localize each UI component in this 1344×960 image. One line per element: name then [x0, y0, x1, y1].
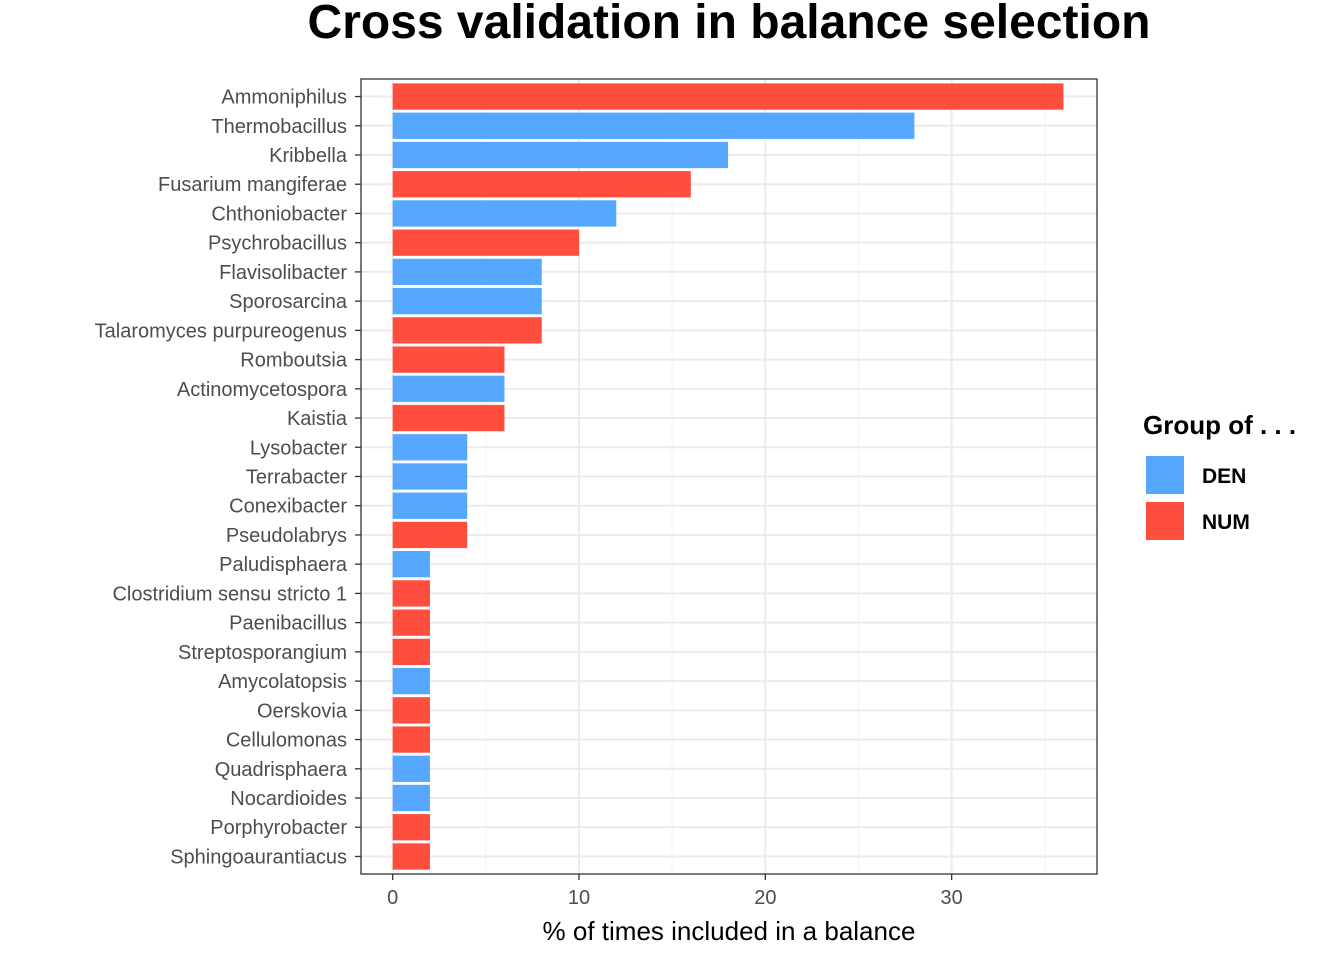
bar — [392, 492, 468, 519]
bar — [392, 200, 617, 227]
bar — [392, 83, 1064, 110]
y-tick-label: Nocardioides — [230, 788, 347, 810]
legend-title: Group of . . . — [1143, 410, 1296, 440]
bar — [392, 843, 430, 870]
y-tick-label: Lysobacter — [250, 437, 347, 459]
y-tick-label: Paenibacillus — [229, 613, 347, 635]
bar — [392, 609, 430, 636]
x-tick-label: 0 — [387, 887, 398, 909]
x-tick-label: 10 — [568, 887, 590, 909]
bar — [392, 784, 430, 812]
y-tick-label: Oerskovia — [257, 700, 348, 722]
y-tick-label: Clostridium sensu stricto 1 — [112, 583, 347, 605]
bar — [392, 667, 430, 695]
y-tick-label: Quadrisphaera — [215, 759, 348, 781]
y-tick-label: Sporosarcina — [229, 291, 348, 313]
y-axis: Ammoniphilus Thermobacillus Kribbella Fusar… — [95, 87, 361, 868]
bar — [392, 171, 691, 198]
bar — [392, 112, 915, 139]
bar — [392, 346, 505, 373]
y-tick-label: Porphyrobacter — [210, 817, 347, 839]
y-tick-label: Amycolatopsis — [218, 671, 347, 693]
y-tick-label: Kribbella — [269, 145, 348, 167]
bar — [392, 814, 430, 841]
chart-title: Cross validation in balance selection — [308, 0, 1151, 49]
bar — [392, 551, 430, 578]
y-tick-label: Terrabacter — [246, 467, 347, 489]
bar — [392, 697, 430, 724]
bar — [392, 726, 430, 753]
y-tick-label: Cellulomonas — [226, 730, 347, 752]
bar — [392, 141, 729, 169]
y-tick-label: Pseudolabrys — [226, 525, 347, 547]
bar — [392, 463, 468, 490]
x-tick-label: 30 — [941, 887, 963, 909]
bar — [392, 375, 505, 402]
legend-entries: DEN NUM — [1146, 456, 1250, 540]
y-tick-label: Thermobacillus — [211, 116, 347, 138]
bar — [392, 404, 505, 432]
y-tick-label: Chthoniobacter — [211, 203, 347, 225]
grid — [361, 79, 1097, 874]
y-tick-label: Talaromyces purpureogenus — [95, 320, 347, 342]
y-tick-label: Psychrobacillus — [208, 233, 347, 255]
legend-label: DEN — [1202, 465, 1246, 488]
y-tick-label: Fusarium mangiferae — [158, 174, 347, 196]
legend-key — [1146, 502, 1184, 540]
y-tick-label: Streptosporangium — [178, 642, 347, 664]
y-tick-label: Paludisphaera — [219, 554, 348, 576]
y-tick-label: Flavisolibacter — [219, 262, 347, 284]
bar — [392, 317, 542, 344]
y-tick-label: Romboutsia — [240, 350, 348, 372]
bars — [392, 83, 1064, 870]
x-axis-title: % of times included in a balance — [543, 916, 916, 946]
y-tick-label: Conexibacter — [229, 496, 347, 518]
bar — [392, 521, 468, 549]
bar — [392, 580, 430, 607]
legend-key — [1146, 456, 1184, 494]
legend: Group of . . . DEN NUM — [1143, 410, 1296, 540]
bar — [392, 258, 542, 286]
y-tick-label: Kaistia — [287, 408, 348, 430]
x-tick-label: 20 — [754, 887, 776, 909]
y-tick-label: Actinomycetospora — [177, 379, 348, 401]
x-axis: 0 10 20 30 — [387, 874, 963, 909]
bar — [392, 638, 430, 666]
y-tick-label: Ammoniphilus — [221, 87, 347, 109]
legend-label: NUM — [1202, 511, 1250, 534]
bar — [392, 434, 468, 461]
bar — [392, 287, 542, 315]
y-tick-label: Sphingoaurantiacus — [170, 846, 347, 868]
bar — [392, 229, 580, 256]
bar — [392, 755, 430, 782]
